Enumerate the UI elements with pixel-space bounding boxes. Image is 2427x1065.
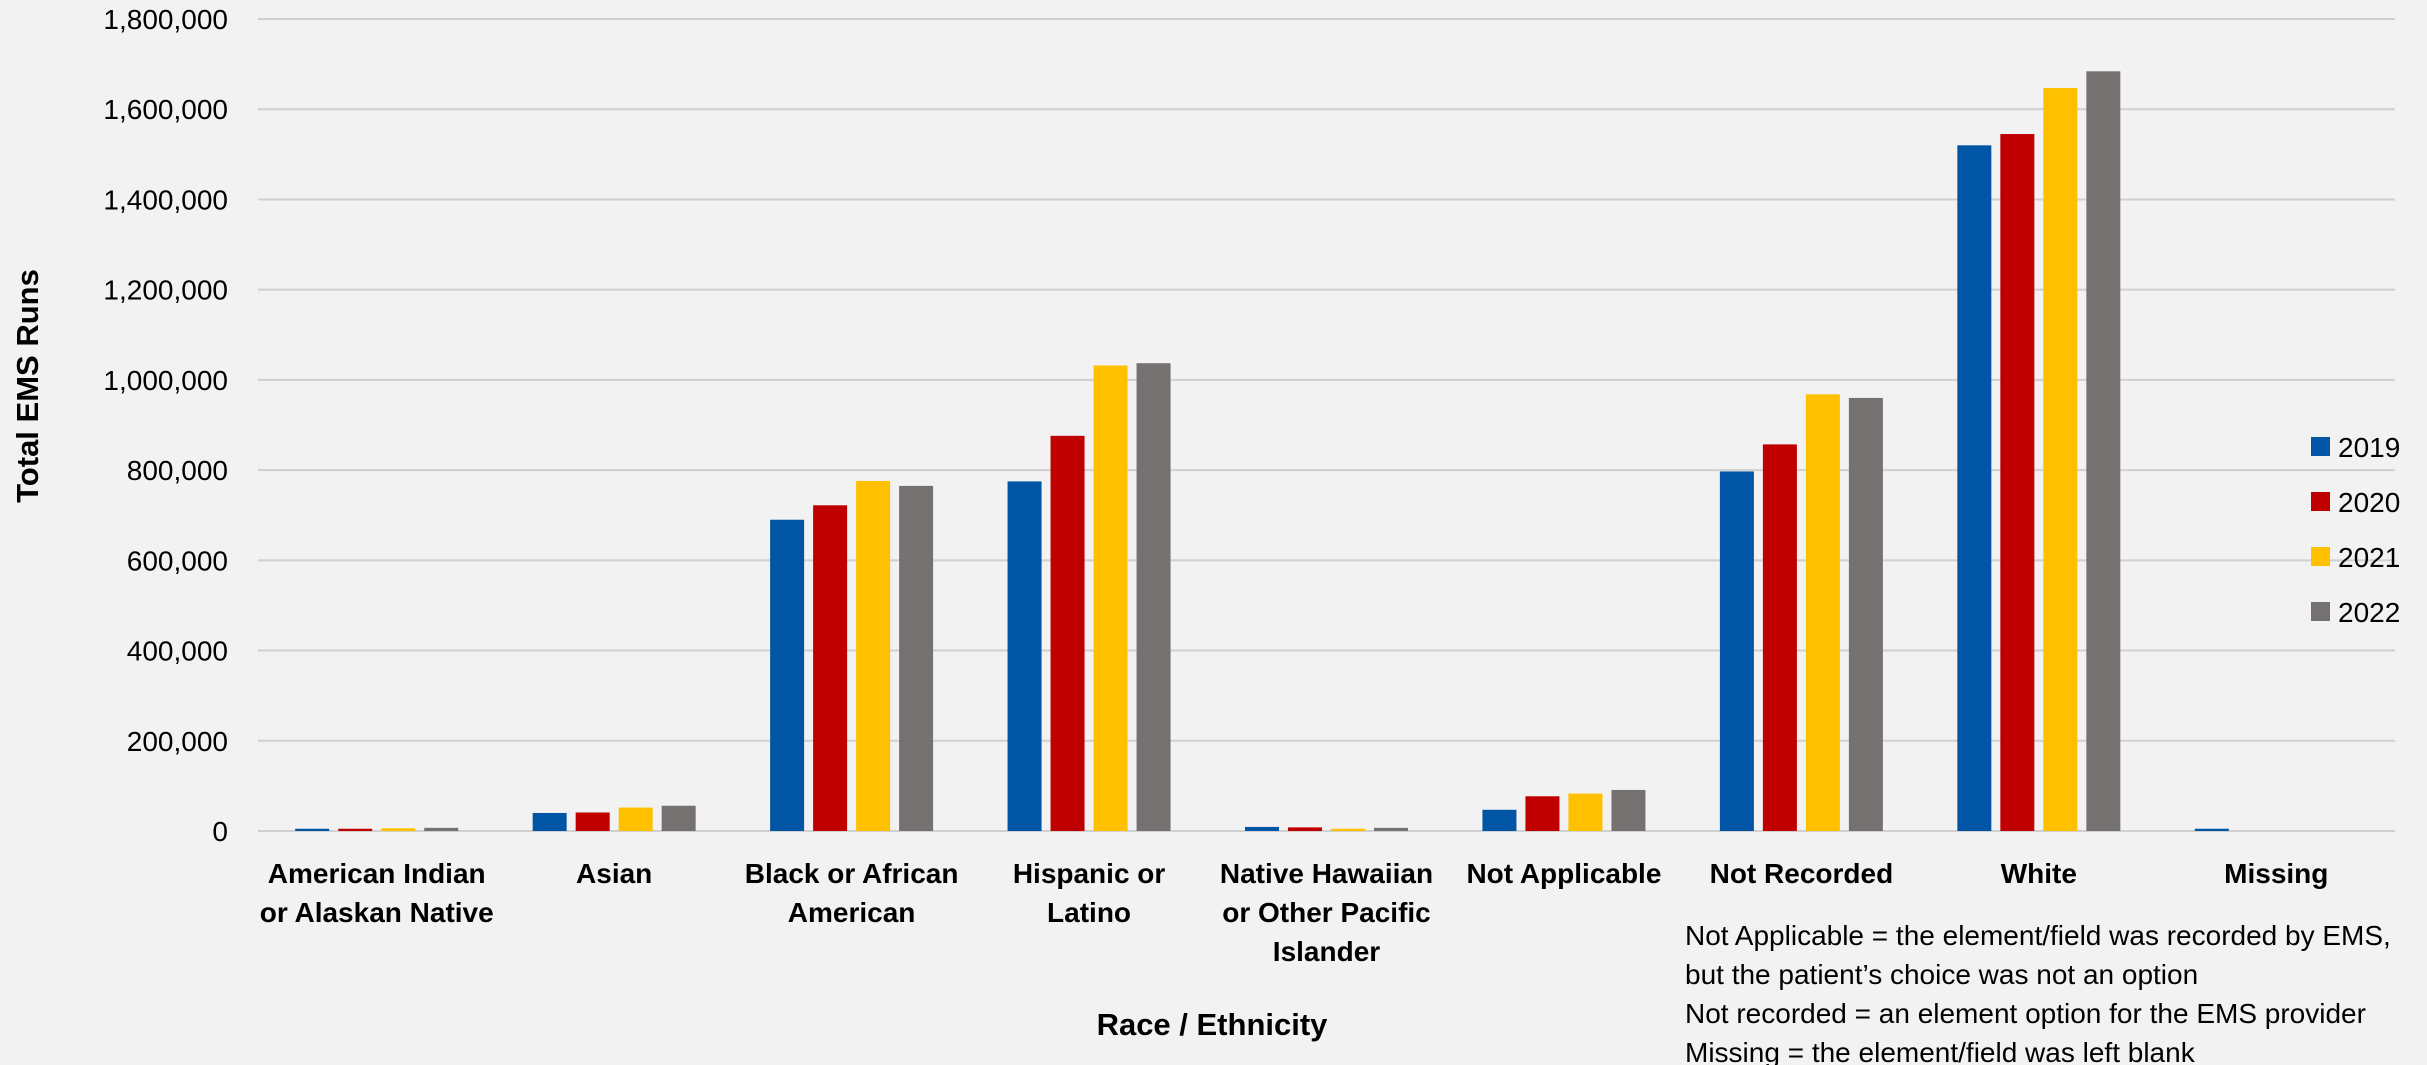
y-tick-label: 1,000,000 [103, 365, 228, 396]
x-category-label: Not Recorded [1710, 858, 1894, 889]
legend-label: 2022 [2338, 597, 2400, 628]
bar-2020-5 [1525, 796, 1560, 831]
bar-2022-7 [2086, 71, 2121, 832]
bar-2021-2 [856, 480, 891, 831]
y-tick-label: 1,200,000 [103, 275, 228, 306]
bar-2021-5 [1568, 793, 1603, 831]
x-category-line: or Alaskan Native [260, 897, 494, 928]
x-axis-title: Race / Ethnicity [1097, 1007, 1329, 1042]
y-tick-label: 1,400,000 [103, 184, 228, 215]
legend-swatch-2022 [2311, 602, 2330, 621]
bar-2022-1 [661, 805, 696, 831]
bar-2022-6 [1848, 397, 1883, 831]
bar-2022-4 [1374, 827, 1408, 831]
x-category-line: Not Applicable [1466, 858, 1661, 889]
bar-2020-2 [813, 505, 848, 831]
x-category-label: Black or African American [745, 858, 959, 928]
bar-2021-7 [2043, 88, 2078, 831]
y-axis-ticks: 0 200,000 400,000 600,000 800,000 1,000,000 1,… [103, 4, 228, 847]
bar-2022-5 [1611, 789, 1646, 831]
footnote-line: Not recorded = an element option for the… [1685, 998, 2366, 1029]
x-category-label: Missing [2224, 858, 2328, 889]
bar-2019-5 [1482, 809, 1517, 831]
footnote-line: Missing = the element/field was left bla… [1685, 1037, 2196, 1065]
x-category-line: American [788, 897, 916, 928]
x-category-line: Latino [1047, 897, 1131, 928]
bar-2021-4 [1331, 828, 1365, 831]
bar-2022-2 [899, 485, 934, 831]
x-category-label: Native Hawaiian or Other Pacific Islander [1220, 858, 1433, 967]
x-category-label: Asian [576, 858, 652, 889]
bar-2020-6 [1762, 444, 1797, 831]
legend-swatch-2020 [2311, 492, 2330, 511]
x-category-line: Not Recorded [1710, 858, 1894, 889]
bar-2019-1 [532, 812, 567, 831]
bar-2019-7 [1957, 145, 1992, 832]
x-category-line: Asian [576, 858, 652, 889]
x-category-label: Not Applicable [1466, 858, 1661, 889]
bar-2021-6 [1805, 394, 1840, 831]
x-category-line: Black or African [745, 858, 959, 889]
bar-2020-0 [338, 828, 373, 831]
y-tick-label: 800,000 [127, 455, 228, 486]
legend-swatch-2021 [2311, 547, 2330, 566]
y-tick-label: 600,000 [127, 545, 228, 576]
bar-2021-3 [1093, 365, 1128, 831]
x-category-line: or Other Pacific [1222, 897, 1431, 928]
footnote-line: Not Applicable = the element/field was r… [1685, 920, 2391, 951]
bar-2020-4 [1288, 827, 1322, 831]
bar-2021-1 [618, 807, 653, 831]
bar-2019-2 [770, 519, 805, 831]
bar-2019-8 [2194, 828, 2229, 831]
y-axis-title: Total EMS Runs [10, 269, 45, 503]
footnote: Not Applicable = the element/field was r… [1685, 920, 2391, 1065]
x-category-label: American Indian or Alaskan Native [260, 858, 494, 928]
y-tick-label: 1,800,000 [103, 4, 228, 35]
bar-2020-7 [2000, 134, 2035, 832]
bar-2019-6 [1719, 471, 1754, 831]
x-category-line: Islander [1273, 936, 1380, 967]
bar-2019-0 [295, 828, 330, 831]
y-tick-label: 1,600,000 [103, 94, 228, 125]
x-category-line: Missing [2224, 858, 2328, 889]
bars [295, 71, 2229, 832]
gridlines [258, 18, 2395, 832]
bar-2022-3 [1136, 363, 1171, 831]
legend-swatch-2019 [2311, 437, 2330, 456]
legend-label: 2021 [2338, 542, 2400, 573]
footnote-line: but the patient’s choice was not an opti… [1685, 959, 2198, 990]
bar-2021-0 [381, 828, 416, 831]
bar-2019-3 [1007, 481, 1042, 831]
bar-2020-1 [575, 812, 610, 831]
legend-label: 2019 [2338, 432, 2400, 463]
y-tick-label: 200,000 [127, 726, 228, 757]
legend-label: 2020 [2338, 487, 2400, 518]
bar-2020-3 [1050, 435, 1085, 831]
bar-2022-0 [424, 827, 459, 831]
x-axis-categories: American Indian or Alaskan Native Asian Bla… [260, 858, 2329, 967]
x-category-line: Native Hawaiian [1220, 858, 1433, 889]
x-category-line: American Indian [268, 858, 486, 889]
bar-2019-4 [1245, 826, 1279, 831]
x-category-line: White [2001, 858, 2077, 889]
x-category-label: White [2001, 858, 2077, 889]
y-tick-label: 0 [212, 816, 228, 847]
y-tick-label: 400,000 [127, 636, 228, 667]
x-category-line: Hispanic or [1013, 858, 1166, 889]
x-category-label: Hispanic or Latino [1013, 858, 1166, 928]
legend: 2019 2020 2021 2022 [2311, 432, 2400, 628]
